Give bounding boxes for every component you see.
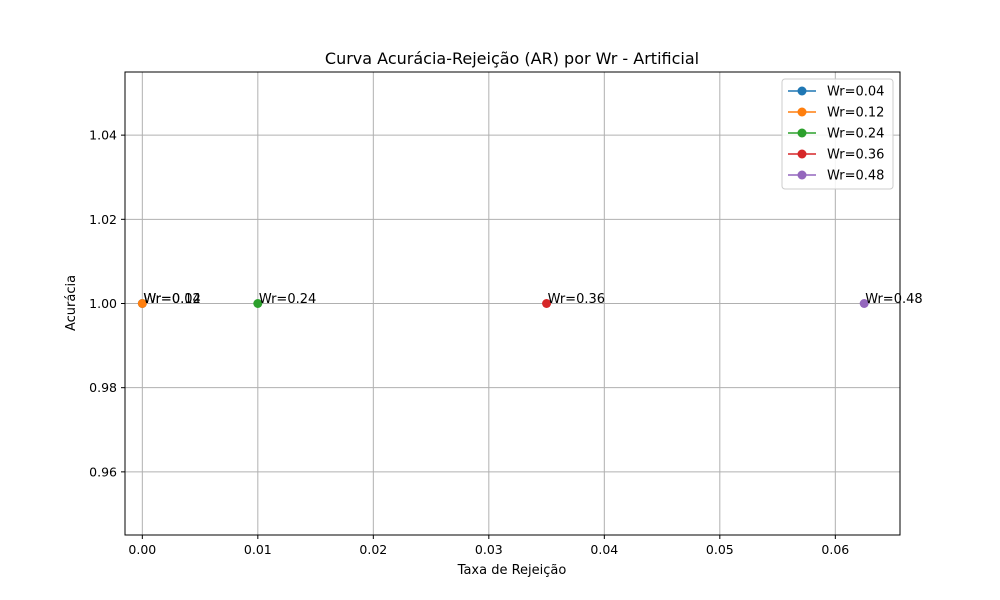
legend-entry-label: Wr=0.12 <box>827 106 884 121</box>
legend-swatch-marker <box>797 149 807 159</box>
x-tick-label: 0.04 <box>590 542 618 557</box>
y-tick-label: 1.02 <box>89 212 117 227</box>
data-point <box>253 299 263 308</box>
legend-swatch-marker <box>797 107 807 117</box>
data-point <box>859 299 869 308</box>
legend-entry-label: Wr=0.04 <box>827 85 884 100</box>
x-axis-label: Taxa de Rejeição <box>457 563 567 578</box>
legend-entry-label: Wr=0.36 <box>827 148 884 163</box>
x-tick-label: 0.06 <box>821 542 849 557</box>
y-tick-label: 1.04 <box>89 128 117 143</box>
x-tick-label: 0.00 <box>128 542 156 557</box>
legend: Wr=0.04 Wr=0.12 Wr=0.24 Wr=0.36 Wr=0.48 <box>781 78 894 190</box>
point-label: Wr=0.36 <box>548 292 605 307</box>
point-label: Wr=0.48 <box>865 292 922 307</box>
legend-swatch-marker <box>797 170 807 180</box>
y-tick-label: 0.96 <box>89 464 117 479</box>
series-layer <box>137 299 869 308</box>
data-point <box>542 299 552 308</box>
plot-frame <box>124 71 901 536</box>
ticks-layer: 0.00 0.01 0.02 0.03 0.04 0.05 0.06 0.96 0.98 1.00… <box>89 128 849 557</box>
x-tick-label: 0.03 <box>475 542 503 557</box>
legend-entry-label: Wr=0.24 <box>827 127 884 142</box>
x-tick-label: 0.05 <box>706 542 734 557</box>
grid-layer <box>125 72 900 535</box>
y-tick-label: 0.98 <box>89 380 117 395</box>
chart-title: Curva Acurácia-Rejeição (AR) por Wr - Ar… <box>325 49 699 68</box>
y-axis-label: Acurácia <box>64 275 79 331</box>
legend-swatch-marker <box>797 86 807 96</box>
legend-box <box>781 78 894 190</box>
y-tick-label: 1.00 <box>89 296 117 311</box>
point-label: Wr=0.04 <box>143 292 200 307</box>
point-label: Wr=0.12 <box>143 292 200 307</box>
data-point <box>137 299 147 308</box>
x-tick-label: 0.02 <box>359 542 387 557</box>
point-label: Wr=0.24 <box>259 292 316 307</box>
legend-swatch-marker <box>797 128 807 138</box>
x-tick-label: 0.01 <box>244 542 272 557</box>
legend-entry-label: Wr=0.48 <box>827 169 884 184</box>
